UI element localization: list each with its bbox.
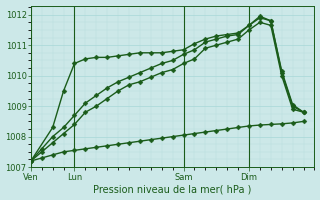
X-axis label: Pression niveau de la mer( hPa ): Pression niveau de la mer( hPa ) xyxy=(93,184,252,194)
